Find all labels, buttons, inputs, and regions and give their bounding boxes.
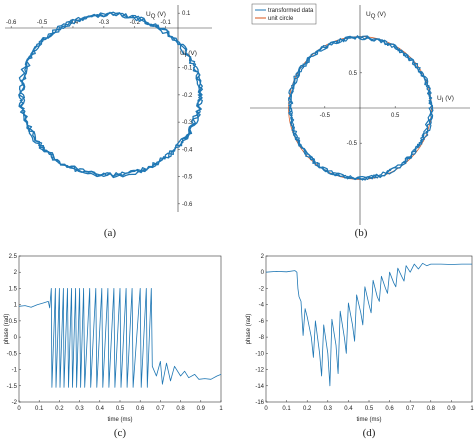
panel-c-plot-area [18,255,222,403]
y-tick-label: 2 [14,270,18,276]
legend-entry-transformed: transformed data [268,8,314,14]
legend-box [251,3,317,25]
y-tick-label: -0.6 [182,202,193,208]
legend-entry-unit-circle: unit circle [268,16,294,22]
x-tick-label: 0.8 [427,406,436,412]
panel-a-data-trace [18,11,204,179]
panel-d-caption: (d) [363,427,376,439]
panel-d-x-label: time (ms) [357,417,382,423]
x-tick-label: 0.3 [324,406,333,412]
panel-c-x-label: time (ms) [108,417,133,423]
y-tick-label: -4 [259,303,265,309]
x-tick-label: 0.6 [136,406,145,412]
panel-c-x-ticks: 0 0.1 0.2 0.3 0.4 0.5 0.6 0.7 0.8 0.9 1 [17,400,223,412]
x-tick-label: 0.5 [116,406,125,412]
panel-d-x-ticks: 0 0.1 0.2 0.3 0.4 0.5 0.6 0.7 0.8 0.9 1 [264,400,474,412]
y-tick-label: 1 [14,303,18,309]
x-tick-label: -0.1 [160,20,171,26]
panel-c-y-label: phase (rad) [4,314,10,345]
panel-b-data-trace [288,35,434,181]
x-tick-label: 0.5 [391,113,400,119]
x-tick-label: 0.1 [35,406,44,412]
panel-b-iq-plot: -0.5 0.5 0.5 -0.5 transformed data unit ci… [250,3,470,239]
y-tick-label: 2 [261,254,265,260]
x-tick-label: -0.2 [130,20,141,26]
x-tick-label: -0.5 [320,113,331,119]
x-tick-label: 0.4 [96,406,105,412]
y-tick-label: 0.1 [182,11,191,17]
panel-c-data-trace [18,287,222,388]
x-tick-label: 0.3 [75,406,84,412]
panel-b-y-ticks: 0.5 -0.5 [347,71,362,147]
panel-b-x-ticks: -0.5 0.5 [320,106,400,119]
y-tick-label: -8 [259,335,265,341]
y-tick-label: 2.5 [9,254,18,260]
panel-b-legend: transformed data unit circle [251,3,317,25]
x-tick-label: 0.2 [303,406,312,412]
y-tick-label: -16 [255,400,264,406]
y-tick-label: 0 [261,270,265,276]
y-tick-label: -2 [259,286,265,292]
x-tick-label: 0.9 [197,406,206,412]
panel-b-x-label: UI (V) [437,95,454,104]
x-tick-label: 0.1 [282,406,291,412]
panel-b-y-label: UQ (V) [366,11,386,20]
panel-a-caption: (a) [104,227,117,239]
y-tick-label: -2 [12,400,18,406]
panel-a-iq-plot: -0.6 -0.5 -0.4 -0.3 -0.2 -0.1 0.1 -0.1 -0.2 -0.3… [5,5,212,239]
panel-b-caption: (b) [355,227,368,239]
y-tick-label: -6 [259,319,265,325]
x-tick-label: -0.3 [99,20,110,26]
x-tick-label: 0 [264,406,268,412]
x-tick-label: -0.5 [37,20,48,26]
x-tick-label: 0.9 [447,406,456,412]
y-tick-label: -0.5 [7,351,18,357]
y-tick-label: -1 [12,368,18,374]
y-tick-label: -10 [255,351,264,357]
y-tick-label: 0.5 [9,319,18,325]
y-tick-label: -0.2 [182,93,193,99]
y-tick-label: -0.5 [182,175,193,181]
x-tick-label: 1 [470,406,474,412]
y-tick-label: -14 [255,384,264,390]
x-tick-label: 0 [17,406,21,412]
x-tick-label: 0.6 [385,406,394,412]
x-tick-label: 0.8 [176,406,185,412]
y-tick-label: -0.1 [182,66,193,72]
panel-a-y-ticks: 0.1 -0.1 -0.2 -0.3 -0.4 -0.5 -0.6 [178,11,193,208]
panel-a-x-label: UI (V) [180,50,197,59]
panel-d-y-ticks: 2 0 -2 -4 -6 -8 -10 -12 -14 -16 [255,254,268,406]
x-tick-label: 0.5 [365,406,374,412]
y-tick-label: 0.5 [349,71,358,77]
x-tick-label: -0.6 [6,20,17,26]
panel-c-caption: (c) [114,427,127,439]
x-tick-label: 0.7 [156,406,165,412]
y-tick-label: -0.5 [347,141,358,147]
y-tick-label: 0 [14,335,18,341]
y-tick-label: -0.3 [182,120,193,126]
panel-d-phase-plot: 0 0.1 0.2 0.3 0.4 0.5 0.6 0.7 0.8 0.9 1 2 0 -2 -4 -6 -8… [246,254,474,439]
x-tick-label: 0.2 [55,406,64,412]
y-tick-label: -1.5 [7,384,18,390]
x-tick-label: 0.4 [344,406,353,412]
panel-d-y-label: phase (rad) [246,314,252,345]
x-tick-label: 1 [219,406,223,412]
panel-d-data-trace [265,262,472,387]
panel-a-y-label: UQ (V) [146,11,166,20]
x-tick-label: 0.7 [406,406,415,412]
y-tick-label: -0.4 [182,147,193,153]
panel-c-y-ticks: 2.5 2 1.5 1 0.5 0 -0.5 -1 -1.5 -2 [7,254,21,406]
y-tick-label: -12 [255,368,264,374]
y-tick-label: 1.5 [9,286,18,292]
panel-c-phase-plot: 0 0.1 0.2 0.3 0.4 0.5 0.6 0.7 0.8 0.9 1 2.5 2 1.5 1 0.… [4,254,223,439]
